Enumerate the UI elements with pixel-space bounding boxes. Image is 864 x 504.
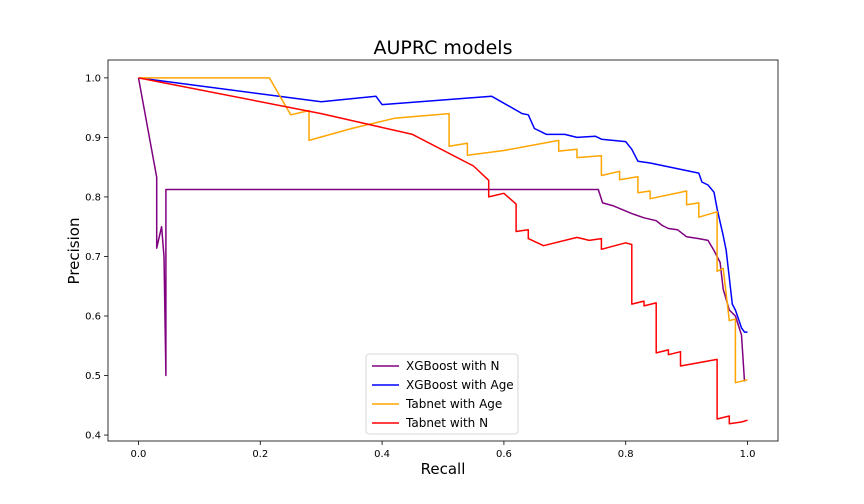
y-tick-label: 0.6 — [85, 311, 101, 322]
x-tick-label: 0.2 — [252, 449, 268, 460]
y-tick-label: 0.9 — [85, 133, 101, 144]
legend-box — [365, 353, 519, 435]
x-tick-label: 0.0 — [131, 449, 147, 460]
x-tick-label: 0.6 — [496, 449, 512, 460]
plot-area-frame — [107, 59, 779, 442]
y-tick-label: 0.7 — [85, 252, 101, 263]
legend-label-tabnet-with-age: Tabnet with Age — [405, 397, 502, 411]
series-lines — [137, 77, 748, 425]
y-tick-label: 1.0 — [85, 73, 101, 84]
chart-title: AUPRC models — [374, 37, 513, 59]
x-tick-label: 0.4 — [374, 449, 390, 460]
x-axis-ticks: 0.0 0.2 0.4 0.6 0.8 1.0 — [131, 441, 756, 460]
x-tick-label: 1.0 — [740, 449, 756, 460]
legend-label-xgboost-with-age: XGBoost with Age — [406, 378, 514, 392]
series-line-tabnet-with-n — [138, 77, 748, 425]
y-tick-label: 0.5 — [85, 371, 101, 382]
legend-label-tabnet-with-n: Tabnet with N — [405, 416, 488, 430]
x-axis-title: Recall — [421, 460, 466, 478]
series-line-xgboost-with-n — [137, 77, 746, 382]
legend: XGBoost with N XGBoost with Age Tabnet wit… — [365, 353, 519, 435]
x-tick-label: 0.8 — [618, 449, 634, 460]
y-tick-label: 0.4 — [85, 431, 101, 442]
series-line-xgboost-with-age — [138, 77, 748, 333]
y-axis-ticks: 0.4 0.5 0.6 0.7 0.8 0.9 1.0 — [85, 73, 108, 442]
y-axis-title: Precision — [65, 218, 83, 285]
legend-label-xgboost-with-n: XGBoost with N — [406, 359, 499, 373]
y-tick-label: 0.8 — [85, 192, 101, 203]
series-line-tabnet-with-age — [138, 77, 748, 384]
